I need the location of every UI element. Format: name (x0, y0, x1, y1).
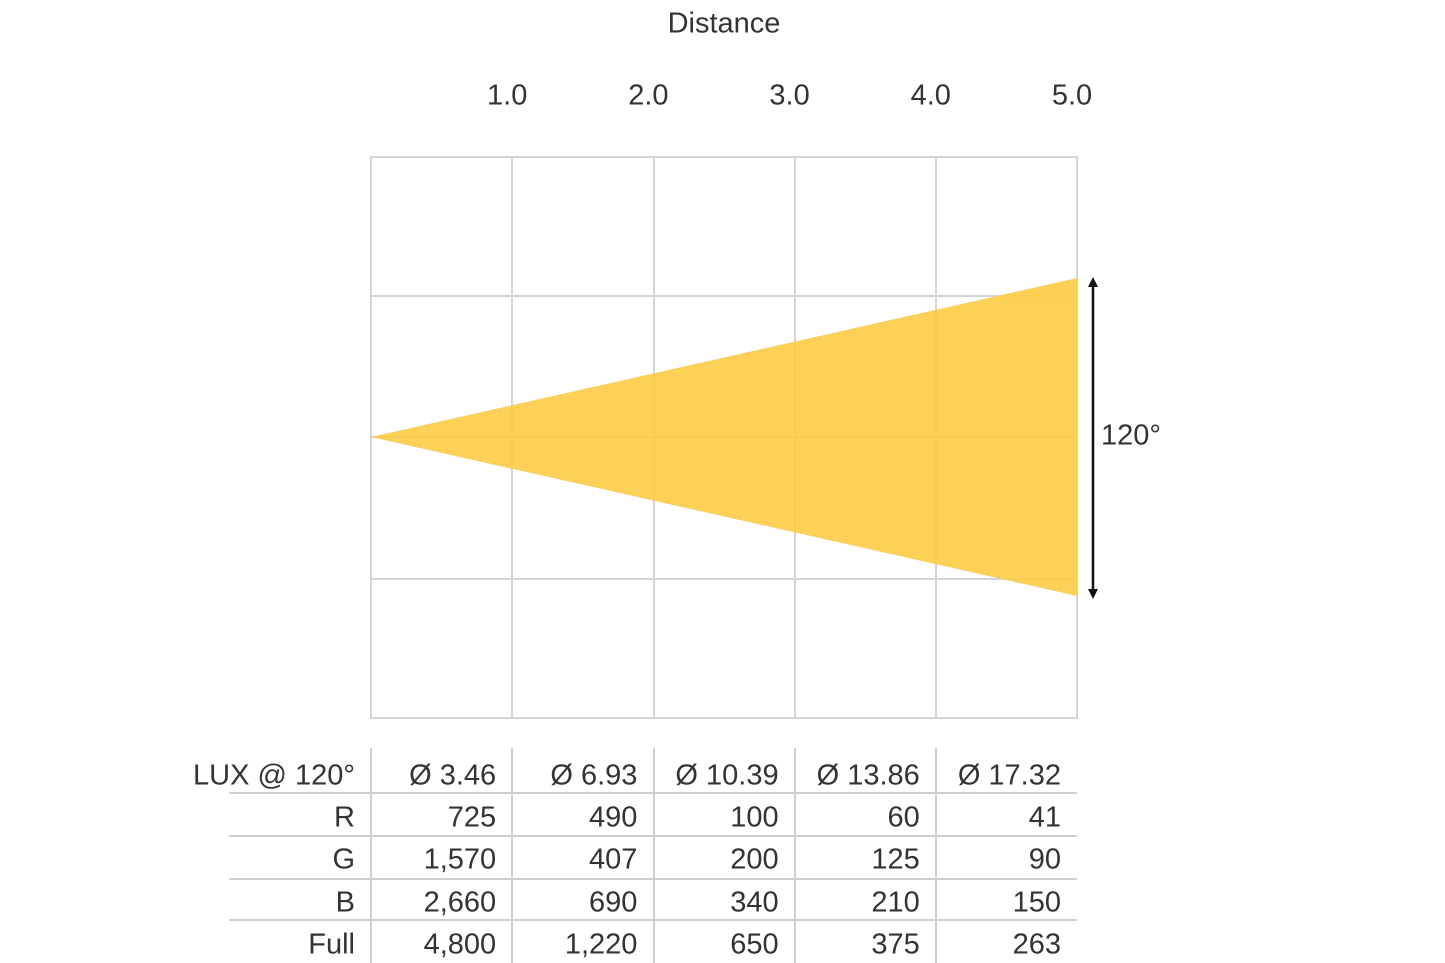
table-cell: 100 (730, 802, 778, 834)
table-cell: 690 (589, 887, 637, 919)
table-cell: 60 (888, 802, 920, 834)
table-cell: Ø 3.46 (409, 760, 496, 792)
row-label: G (332, 844, 355, 876)
distance-label: 4.0 (911, 80, 951, 112)
table-cell: 150 (1013, 887, 1061, 919)
row-label: B (336, 887, 355, 919)
distance-label: 3.0 (769, 80, 809, 112)
table-cell: 41 (1029, 802, 1061, 834)
table-cell: 650 (730, 929, 778, 961)
table-cell: Ø 13.86 (817, 760, 920, 792)
table-cell: 375 (871, 929, 919, 961)
row-label: Full (308, 929, 355, 961)
table-cell: 200 (730, 844, 778, 876)
table-cell: 340 (730, 887, 778, 919)
table-cell: 407 (589, 844, 637, 876)
table-cell: Ø 17.32 (958, 760, 1061, 792)
table-cell: 725 (448, 802, 496, 834)
distance-label: 2.0 (628, 80, 668, 112)
beam-cone (371, 278, 1077, 596)
table-cell: Ø 6.93 (550, 760, 637, 792)
distance-label: 5.0 (1052, 80, 1092, 112)
table-cell: Ø 10.39 (675, 760, 778, 792)
beam-angle: 120° (1101, 420, 1161, 452)
table-cell: 210 (871, 887, 919, 919)
lux-table (229, 748, 1077, 963)
table-cell: 1,220 (565, 929, 638, 961)
row-label: LUX @ 120° (193, 760, 355, 792)
table-cell: 263 (1013, 929, 1061, 961)
title: Distance (668, 8, 781, 40)
table-cell: 4,800 (424, 929, 497, 961)
table-cell: 2,660 (424, 887, 497, 919)
row-label: R (334, 802, 355, 834)
table-cell: 1,570 (424, 844, 497, 876)
table-cell: 490 (589, 802, 637, 834)
distance-label: 1.0 (487, 80, 527, 112)
table-cell: 90 (1029, 844, 1061, 876)
table-cell: 125 (871, 844, 919, 876)
